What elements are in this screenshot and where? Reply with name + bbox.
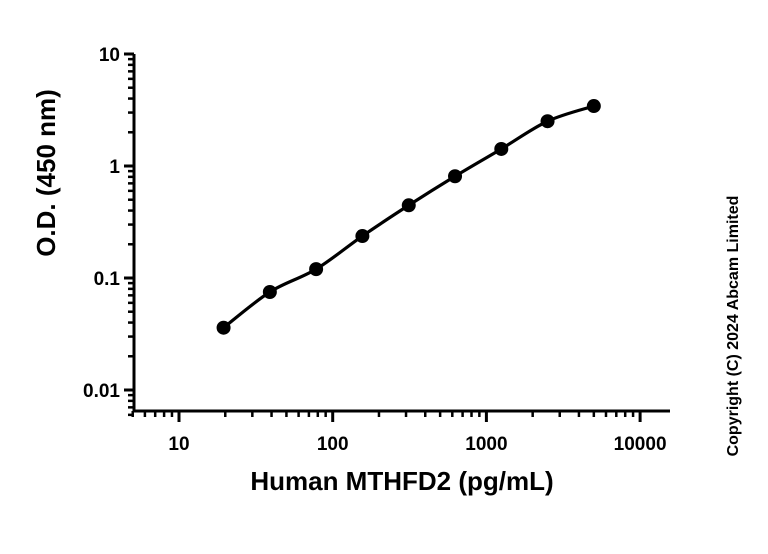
y-tick-label: 0.1	[94, 269, 121, 290]
data-point-marker	[401, 198, 416, 213]
data-point-marker	[448, 169, 463, 184]
y-tick-label: 1	[109, 157, 120, 178]
copyright-notice: Copyright (C) 2024 Abcam Limited	[725, 196, 742, 457]
x-axis-title: Human MTHFD2 (pg/mL)	[250, 466, 553, 496]
x-tick-label: 1000	[465, 434, 507, 455]
data-point-marker	[355, 229, 370, 244]
axes	[124, 52, 670, 422]
x-tick-label: 10	[168, 434, 189, 455]
data-point-marker	[262, 284, 277, 299]
data-point-marker	[309, 262, 324, 277]
y-tick-label: 0.01	[83, 381, 120, 402]
data-point-marker	[216, 320, 231, 335]
x-tick-label: 10000	[614, 434, 667, 455]
data-point-marker	[494, 141, 509, 156]
fitted-curve	[222, 104, 595, 329]
y-axis-title: O.D. (450 nm)	[31, 89, 61, 257]
data-point-marker	[540, 114, 555, 129]
data-points	[216, 99, 601, 335]
tick-labels: 10 100 1000 10000 0.01 0.1 1 10	[83, 45, 667, 455]
y-tick-label: 10	[99, 45, 120, 66]
curve-path	[222, 104, 595, 329]
x-tick-label: 100	[317, 434, 349, 455]
data-point-marker	[586, 99, 601, 114]
